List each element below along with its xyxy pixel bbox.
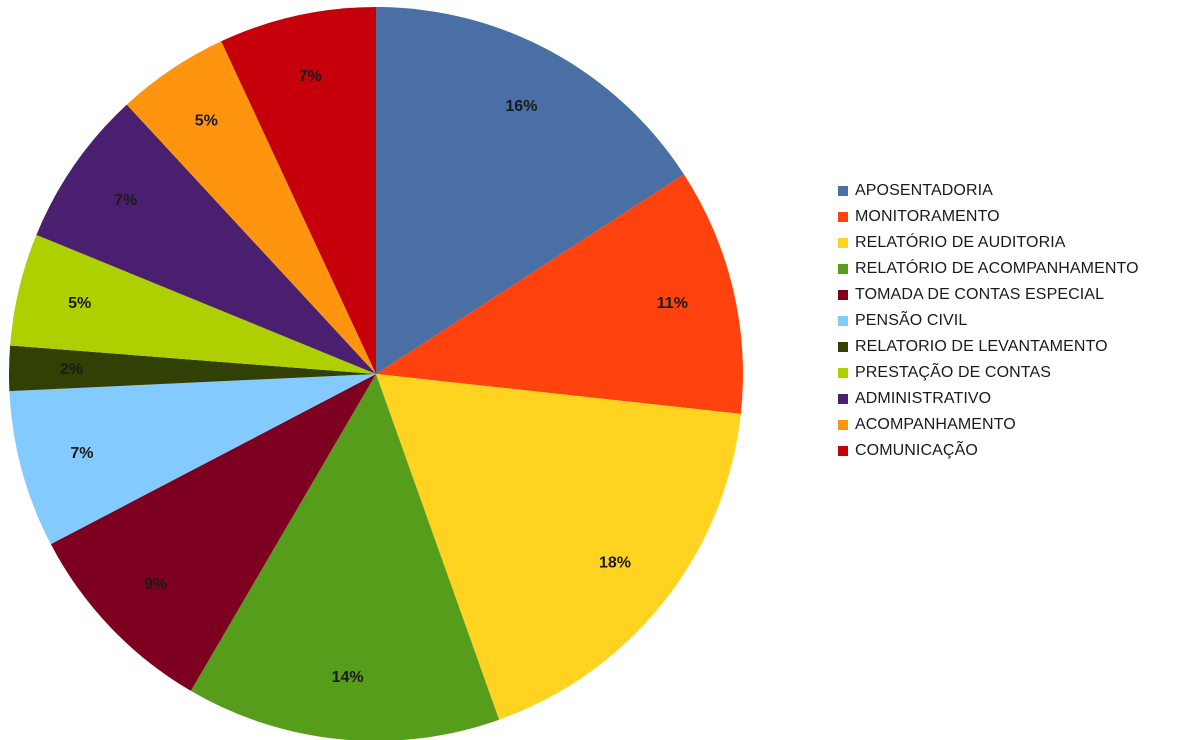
- legend-swatch: [838, 238, 848, 248]
- legend-label: ADMINISTRATIVO: [855, 390, 992, 407]
- legend-label: RELATÓRIO DE AUDITORIA: [855, 234, 1066, 251]
- legend-item: COMUNICAÇÃO: [838, 438, 1196, 464]
- pie-data-label: 9%: [144, 576, 167, 593]
- legend-swatch: [838, 212, 848, 222]
- pie-data-label: 5%: [195, 113, 218, 130]
- legend-label: PENSÃO CIVIL: [855, 312, 968, 329]
- legend-swatch: [838, 290, 848, 300]
- legend-swatch: [838, 316, 848, 326]
- legend-label: COMUNICAÇÃO: [855, 442, 978, 459]
- pie-slice-4: [50, 374, 376, 691]
- legend-item: MONITORAMENTO: [838, 204, 1196, 230]
- legend-label: APOSENTADORIA: [855, 182, 993, 199]
- pie-slice-10: [221, 7, 376, 374]
- pie-slices: [8, 7, 743, 740]
- legend-swatch: [838, 394, 848, 404]
- legend-item: APOSENTADORIA: [838, 178, 1196, 204]
- legend-label: ACOMPANHAMENTO: [855, 416, 1016, 433]
- pie-data-label: 16%: [505, 98, 537, 115]
- pie-data-label: 5%: [68, 295, 91, 312]
- legend-item: RELATORIO DE LEVANTAMENTO: [838, 334, 1196, 360]
- legend-swatch: [838, 368, 848, 378]
- pie-data-label: 7%: [70, 445, 93, 462]
- legend-item: RELATÓRIO DE ACOMPANHAMENTO: [838, 256, 1196, 282]
- legend-item: RELATÓRIO DE AUDITORIA: [838, 230, 1196, 256]
- legend-item: ACOMPANHAMENTO: [838, 412, 1196, 438]
- pie-slice-8: [36, 104, 377, 374]
- pie-data-label: 11%: [657, 295, 688, 312]
- pie-data-label: 14%: [332, 669, 364, 686]
- legend-label: MONITORAMENTO: [855, 208, 1000, 225]
- legend-swatch: [838, 342, 848, 352]
- pie-slice-2: [376, 374, 741, 720]
- pie-chart: 16% 11% 18% 14% 9% 7% 2% 5% 7% 5% 7%: [8, 7, 743, 740]
- legend-item: ADMINISTRATIVO: [838, 386, 1196, 412]
- pie-data-label: 7%: [299, 68, 322, 85]
- legend-label: TOMADA DE CONTAS ESPECIAL: [855, 286, 1105, 303]
- legend-item: PENSÃO CIVIL: [838, 308, 1196, 334]
- pie-slice-3: [190, 374, 500, 740]
- pie-data-label: 7%: [114, 192, 137, 209]
- pie-data-labels: 16% 11% 18% 14% 9% 7% 2% 5% 7% 5% 7%: [60, 68, 688, 686]
- legend-swatch: [838, 446, 848, 456]
- legend-swatch: [838, 264, 848, 274]
- pie-data-label: 18%: [599, 554, 631, 571]
- legend-label: RELATÓRIO DE ACOMPANHAMENTO: [855, 260, 1139, 277]
- legend-label: PRESTAÇÃO DE CONTAS: [855, 364, 1052, 381]
- pie-slice-5: [9, 374, 377, 545]
- pie-slice-0: [376, 7, 684, 374]
- legend-swatch: [838, 186, 848, 196]
- pie-data-label: 2%: [60, 361, 83, 378]
- pie-slice-7: [10, 234, 376, 374]
- pie-slice-6: [8, 345, 376, 392]
- chart-legend: APOSENTADORIA MONITORAMENTO RELATÓRIO DE A…: [838, 178, 1196, 464]
- legend-item: PRESTAÇÃO DE CONTAS: [838, 360, 1196, 386]
- pie-slice-1: [376, 174, 743, 414]
- legend-label: RELATORIO DE LEVANTAMENTO: [855, 338, 1108, 355]
- legend-swatch: [838, 420, 848, 430]
- legend-item: TOMADA DE CONTAS ESPECIAL: [838, 282, 1196, 308]
- pie-slice-9: [126, 41, 376, 374]
